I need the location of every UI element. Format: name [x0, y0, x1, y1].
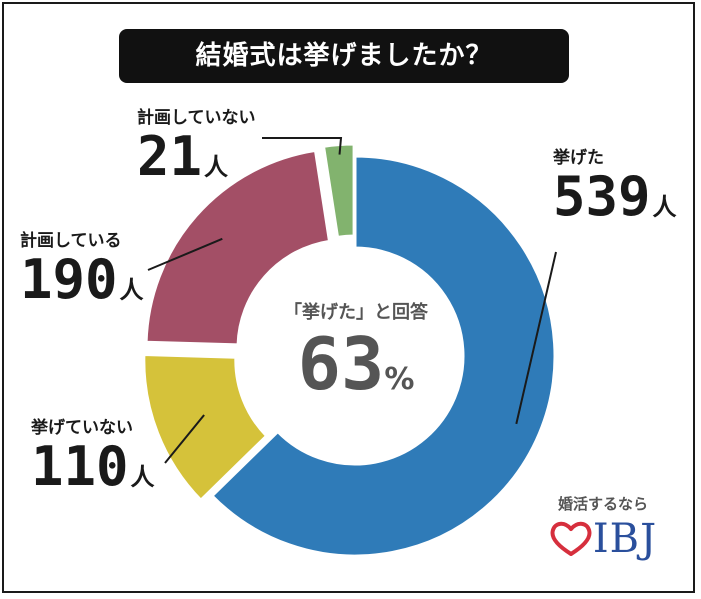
label-not-held-name: 挙げていない	[31, 418, 133, 438]
label-held-unit: 人	[652, 193, 677, 221]
label-held-value: 539	[553, 165, 651, 228]
chart-title: 結婚式は挙げましたか？	[119, 29, 569, 83]
heart-icon	[550, 521, 592, 556]
label-not-planning-name: 計画していない	[137, 108, 256, 128]
center-label: 「挙げた」と回答 63%	[256, 298, 456, 404]
leader-line-not-planning	[262, 137, 343, 155]
center-value: 63	[297, 322, 385, 406]
label-not-held-value: 110	[31, 435, 129, 498]
brand-logo: IBJ	[538, 516, 668, 562]
label-not-planning: 計画していない 21人	[137, 103, 256, 186]
slice-not-planning	[321, 142, 356, 240]
label-not-held: 挙げていない 110人	[31, 413, 155, 496]
center-unit: %	[384, 362, 415, 397]
label-held-name: 挙げた	[553, 148, 604, 168]
center-caption: 「挙げた」と回答	[284, 302, 428, 323]
label-not-planning-value: 21	[137, 125, 203, 188]
brand: 婚活するなら IBJ	[538, 493, 668, 562]
label-not-held-unit: 人	[130, 463, 155, 491]
leader-line-planning	[147, 237, 223, 271]
slice-not-held	[142, 352, 269, 503]
slice-held	[209, 154, 557, 558]
frame-border	[2, 2, 695, 593]
label-planning-name: 計画している	[20, 231, 122, 251]
label-planning: 計画している 190人	[20, 226, 144, 309]
label-not-planning-unit: 人	[204, 153, 229, 181]
brand-tagline: 婚活するなら	[557, 495, 648, 513]
label-planning-unit: 人	[119, 276, 144, 304]
brand-logo-text: IBJ	[592, 516, 658, 562]
leader-line-held	[515, 251, 557, 425]
label-planning-value: 190	[20, 248, 118, 311]
leader-line-not-held	[164, 414, 205, 464]
label-held: 挙げた 539人	[553, 143, 677, 226]
